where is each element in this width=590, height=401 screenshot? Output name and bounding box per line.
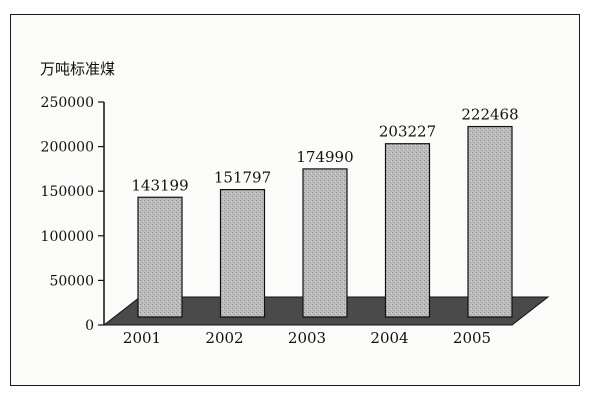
y-tick-label: 50000: [49, 273, 94, 289]
data-label: 174990: [296, 148, 353, 166]
data-label: 143199: [131, 176, 188, 194]
bar: [219, 188, 266, 318]
x-tick-label: 2004: [370, 329, 408, 347]
y-axis-label: 万吨标准煤: [40, 60, 115, 78]
x-tick-label: 2005: [453, 329, 491, 347]
y-tick-label: 200000: [41, 140, 94, 156]
data-labels: 143199 151797 174990 203227 222468: [131, 106, 518, 195]
x-tick-label: 2003: [288, 329, 326, 347]
bar: [467, 125, 513, 318]
y-ticks: 0 50000 100000 150000 200000 250000: [41, 95, 104, 334]
bar: [302, 168, 348, 318]
data-label: 151797: [214, 169, 271, 187]
y-tick-label: 100000: [41, 229, 94, 245]
data-label: 222468: [461, 106, 518, 124]
x-tick-label: 2002: [205, 329, 243, 347]
y-tick-label: 250000: [41, 95, 94, 111]
bar: [384, 143, 431, 318]
x-tick-label: 2001: [123, 329, 161, 347]
y-tick-label: 150000: [41, 184, 94, 200]
y-tick-label: 0: [85, 318, 94, 334]
data-label: 203227: [379, 123, 436, 141]
x-tick-labels: 2001 2002 2003 2004 2005: [123, 329, 491, 347]
bars: [137, 125, 513, 318]
bar: [137, 196, 183, 318]
